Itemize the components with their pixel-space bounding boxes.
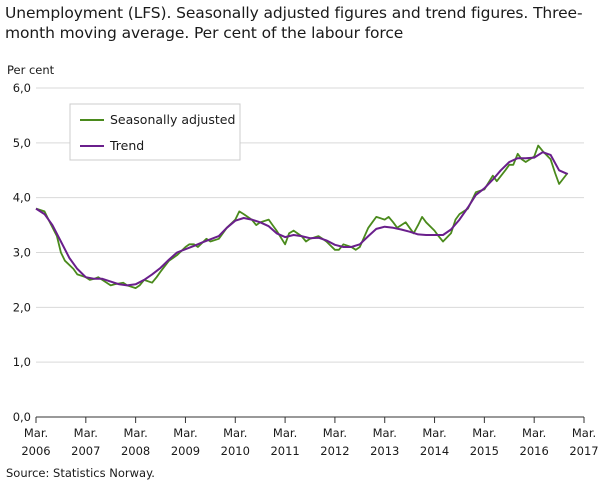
x-tick-year: 2017	[569, 444, 598, 458]
y-tick-labels: 0,0 1,0 2,0 3,0 4,0 5,0 6,0	[13, 81, 31, 424]
x-tick-month: Mar.	[24, 426, 48, 440]
x-tick-month: Mar.	[273, 426, 297, 440]
series-lines	[35, 144, 569, 289]
x-tick-year: 2008	[121, 444, 150, 458]
y-tick-label: 2,0	[13, 300, 31, 314]
x-tick-year: 2006	[21, 444, 50, 458]
x-tick-year: 2010	[221, 444, 250, 458]
x-tick-year: 2009	[171, 444, 200, 458]
y-tick-label: 1,0	[13, 355, 31, 369]
x-tick-year: 2014	[420, 444, 449, 458]
chart-title: Unemployment (LFS). Seasonally adjusted …	[5, 4, 583, 42]
x-tick-month: Mar.	[373, 426, 397, 440]
x-tick-month: Mar.	[572, 426, 596, 440]
legend-label-trend: Trend	[109, 138, 144, 153]
x-tick-year: 2016	[520, 444, 549, 458]
legend-box	[69, 103, 241, 161]
y-tick-label: 4,0	[13, 191, 31, 205]
y-tick-label: 0,0	[13, 410, 31, 424]
x-tick-year: 2015	[470, 444, 499, 458]
source-note: Source: Statistics Norway.	[6, 466, 155, 480]
series-line-seasonal	[35, 144, 569, 289]
series-line-trend	[35, 151, 569, 287]
x-tick-month: Mar.	[223, 426, 247, 440]
x-tick-year: 2011	[270, 444, 299, 458]
x-tick-month: Mar.	[422, 426, 446, 440]
x-tick-month: Mar.	[472, 426, 496, 440]
gridlines	[36, 87, 584, 418]
x-tick-month: Mar.	[74, 426, 98, 440]
x-tick-month: Mar.	[173, 426, 197, 440]
y-tick-label: 5,0	[13, 136, 31, 150]
legend: Seasonally adjusted Trend	[69, 103, 241, 161]
x-tick-month: Mar.	[123, 426, 147, 440]
x-tick-labels: Mar. 2006 Mar. 2007 Mar. 2008 Mar. 2009 Mar. 2010…	[21, 417, 599, 458]
x-tick-year: 2013	[370, 444, 399, 458]
x-tick-month: Mar.	[522, 426, 546, 440]
legend-label-seasonal: Seasonally adjusted	[110, 112, 235, 127]
x-tick-year: 2007	[71, 444, 100, 458]
y-tick-label: 3,0	[13, 246, 31, 260]
y-axis-label: Per cent	[7, 63, 55, 77]
x-tick-month: Mar.	[323, 426, 347, 440]
y-tick-label: 6,0	[13, 81, 31, 95]
x-tick-year: 2012	[320, 444, 349, 458]
